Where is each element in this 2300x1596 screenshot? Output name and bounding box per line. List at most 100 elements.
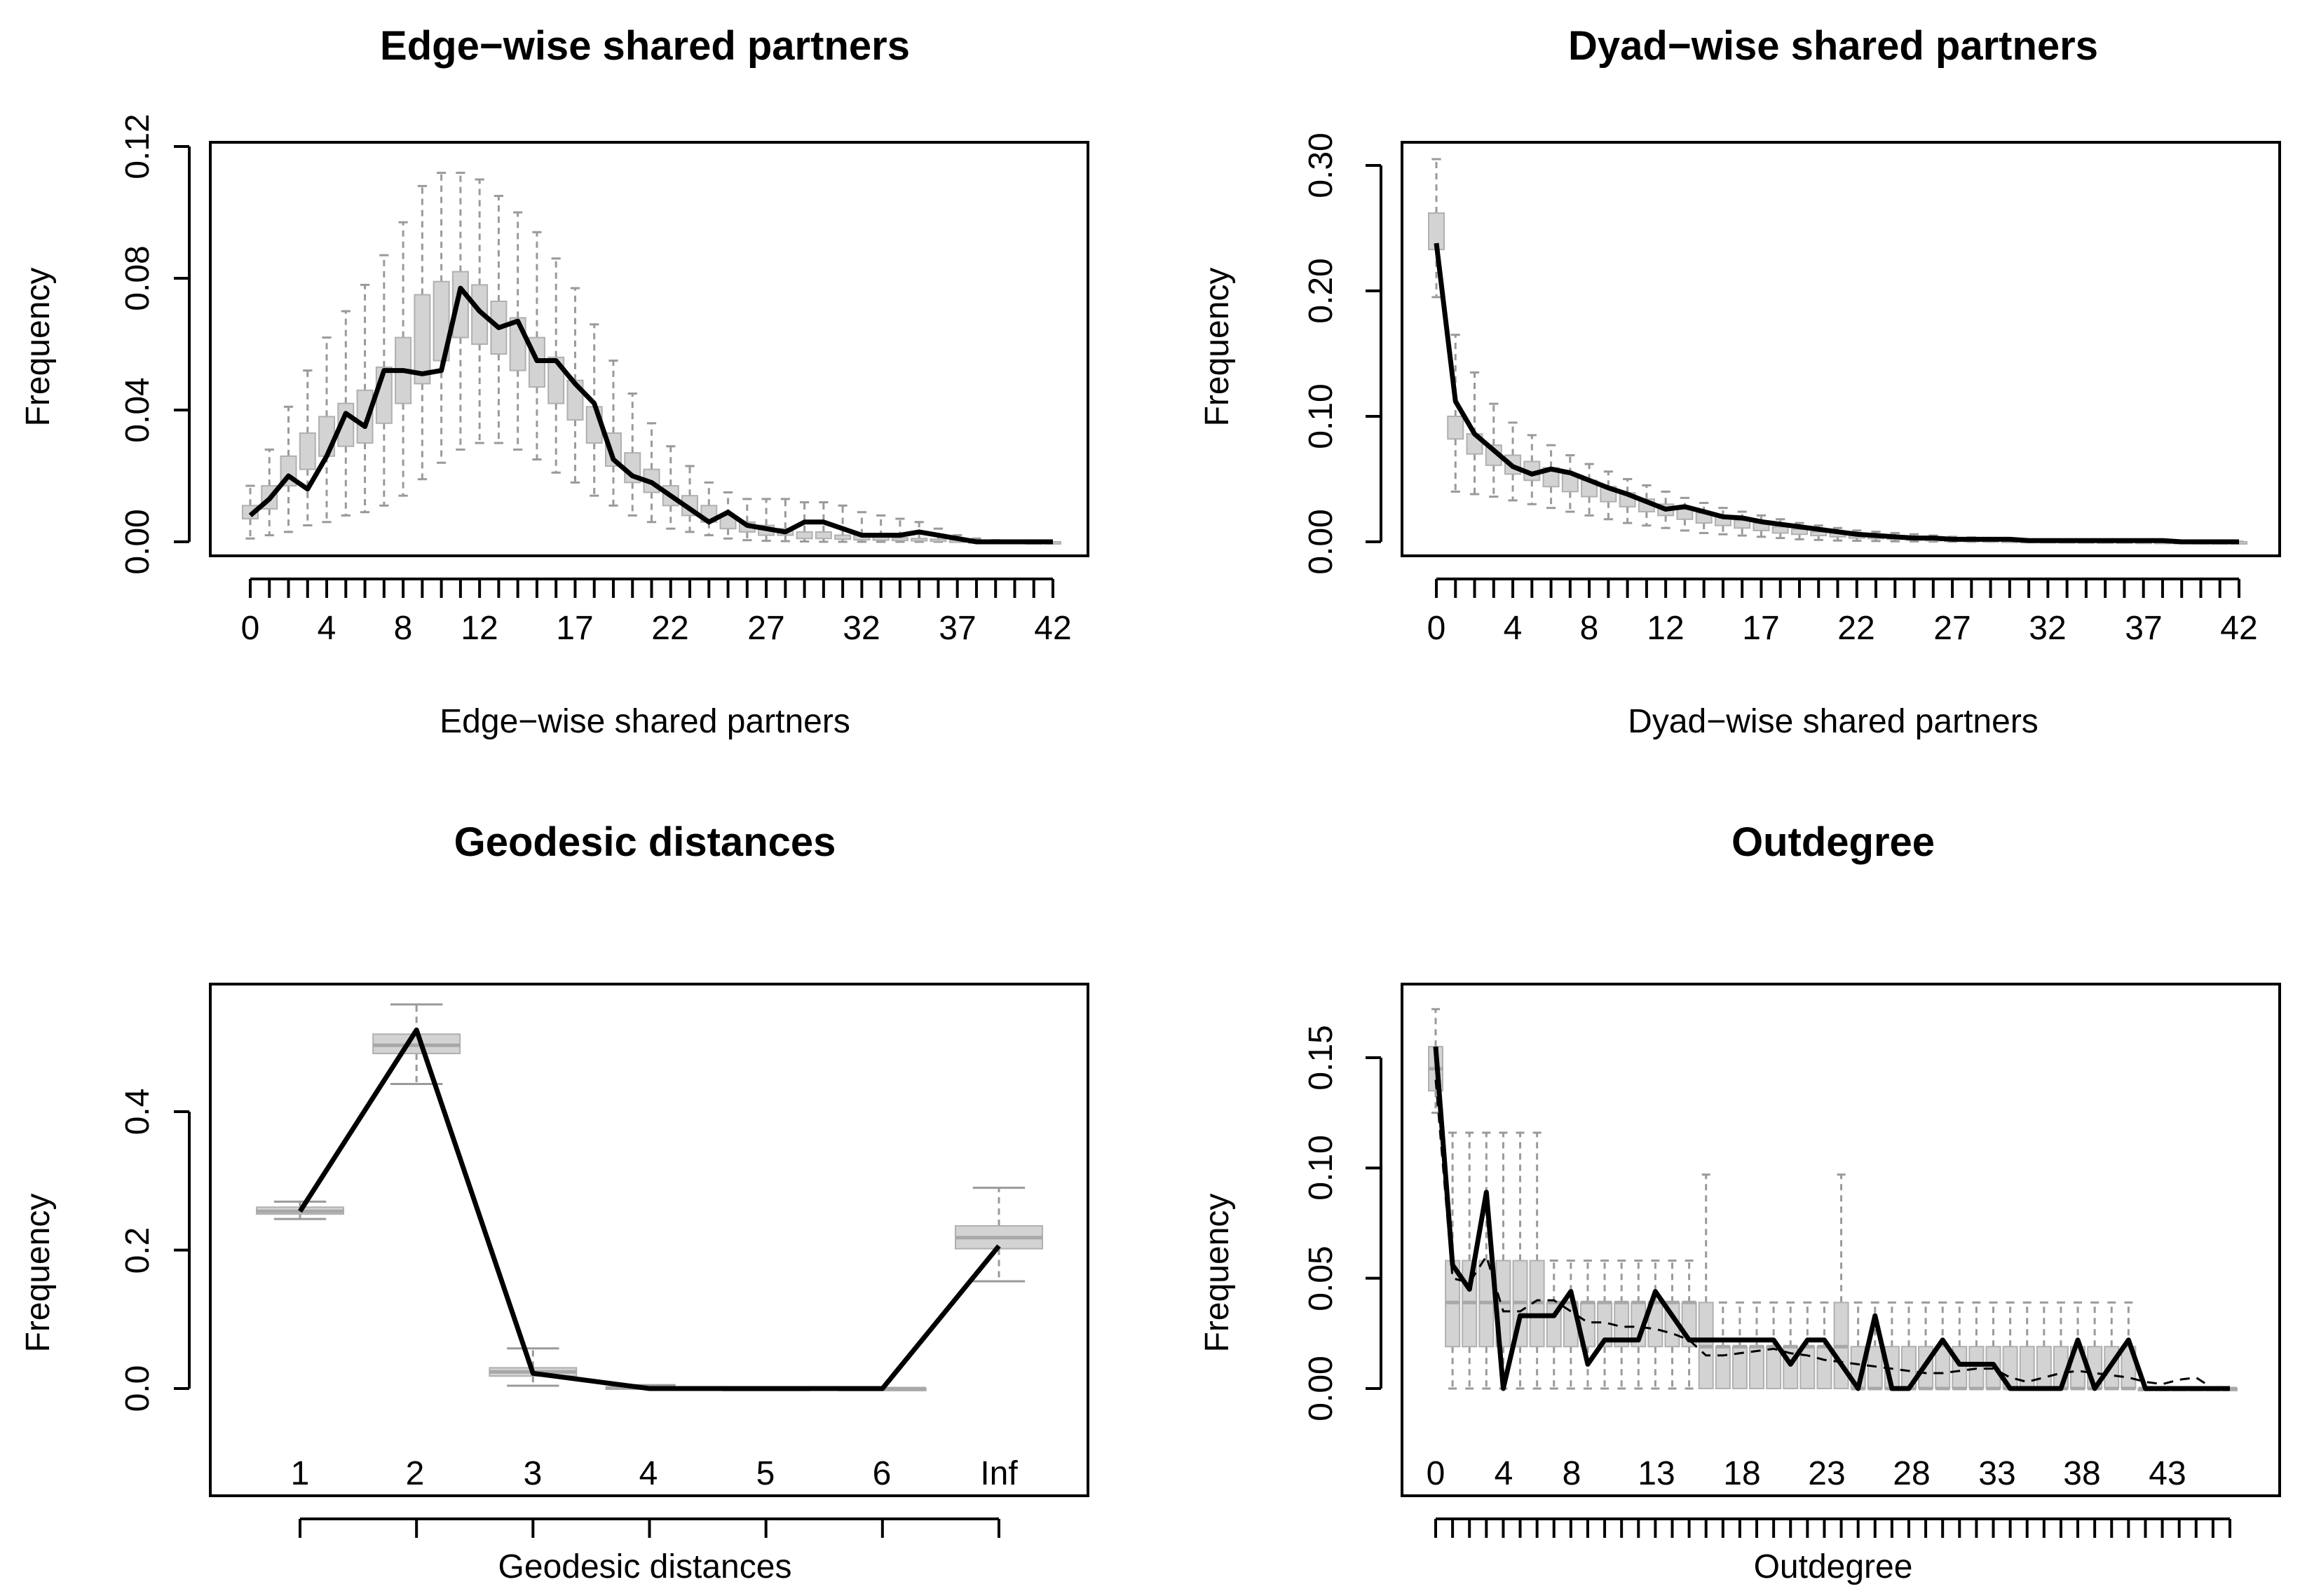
box	[356, 389, 374, 444]
x-axis-label: Outdegree	[1754, 1548, 1913, 1585]
box	[2036, 1346, 2052, 1389]
chart-panel-edgewise: Edge−wise shared partners Edge−wise shar…	[0, 0, 1150, 800]
chart-panel-outdegree: Outdegree Outdegree Frequency 0.00 0.05 …	[1150, 796, 2299, 1596]
x-tick-label: 42	[2220, 610, 2257, 647]
dyadwise-chart: Dyad−wise shared partners Dyad−wise shar…	[1199, 23, 2281, 740]
x-tick-label: 43	[2149, 1455, 2186, 1492]
x-tick-label: 5	[756, 1455, 775, 1492]
box	[1447, 416, 1464, 440]
x-tick-label: 6	[873, 1455, 892, 1492]
chart-panel-geodesic: Geodesic distances Geodesic distances Fr…	[0, 796, 1150, 1596]
x-tick-label: 38	[2063, 1455, 2100, 1492]
y-tick-label: 0.20	[1302, 258, 1340, 323]
box	[891, 537, 909, 542]
chart-title: Dyad−wise shared partners	[1568, 23, 2098, 69]
x-tick-label: 0	[1427, 610, 1446, 647]
x-axis-label: Geodesic distances	[498, 1548, 792, 1585]
box	[1867, 1346, 1883, 1389]
chart-marks	[174, 145, 1061, 598]
box	[1790, 528, 1808, 536]
y-axis-label: Frequency	[1199, 1194, 1236, 1353]
plot-frame	[1401, 983, 2281, 1497]
box	[1749, 1346, 1765, 1389]
x-tick-label: 8	[394, 610, 413, 647]
x-tick-label: 22	[651, 610, 688, 647]
box	[1952, 1346, 1968, 1389]
x-tick-label: 0	[1427, 1455, 1445, 1492]
chart-title: Outdegree	[1731, 819, 1935, 865]
box	[451, 271, 469, 339]
y-tick-label: 0.12	[119, 114, 156, 179]
x-tick-label: 4	[639, 1455, 658, 1492]
y-tick-label: 0.0	[119, 1365, 156, 1412]
chart-marks	[174, 1003, 1043, 1538]
x-tick-label: 28	[1893, 1455, 1930, 1492]
x-axis-label: Edge−wise shared partners	[440, 703, 850, 740]
geodesic-chart: Geodesic distances Geodesic distances Fr…	[20, 819, 1089, 1585]
box	[1968, 1346, 1985, 1389]
x-tick-label: 33	[1978, 1455, 2015, 1492]
observed-line	[248, 285, 1053, 545]
box	[1799, 1346, 1816, 1389]
box	[1810, 531, 1828, 537]
x-tick-label: 17	[556, 610, 593, 647]
x-tick-label: 42	[1034, 610, 1071, 647]
x-tick-label: Inf	[980, 1455, 1018, 1492]
observed-line	[1434, 243, 2239, 545]
x-tick-label: 27	[1933, 610, 1971, 647]
y-tick-label: 0.04	[119, 377, 156, 442]
x-tick-label: 4	[1504, 610, 1523, 647]
box	[2019, 1346, 2035, 1389]
box	[1935, 1346, 1951, 1389]
x-tick-label: 32	[843, 610, 880, 647]
chart-title: Edge−wise shared partners	[380, 23, 910, 69]
box	[1816, 1346, 1832, 1389]
box	[1715, 1346, 1731, 1389]
x-tick-label: 4	[318, 610, 336, 647]
plot-frame	[209, 141, 1089, 557]
chart-panel-dyadwise: Dyad−wise shared partners Dyad−wise shar…	[1150, 0, 2299, 800]
y-tick-label: 0.2	[119, 1227, 156, 1274]
observed-line	[1433, 1046, 2230, 1391]
y-tick-label: 0.30	[1302, 132, 1340, 198]
x-tick-label: 3	[524, 1455, 543, 1492]
plot-frame	[209, 983, 1089, 1497]
x-tick-label: 8	[1580, 610, 1599, 647]
y-tick-label: 0.10	[1302, 383, 1340, 449]
box	[1676, 508, 1694, 520]
y-axis-label: Frequency	[20, 1194, 57, 1353]
y-axis-label: Frequency	[20, 268, 57, 427]
outdegree-chart: Outdegree Outdegree Frequency 0.00 0.05 …	[1199, 819, 2281, 1585]
x-tick-label: 32	[2029, 610, 2066, 647]
x-tick-label: 17	[1742, 610, 1779, 647]
x-tick-label: 18	[1723, 1455, 1760, 1492]
x-tick-label: 27	[747, 610, 784, 647]
y-tick-label: 0.08	[119, 245, 156, 311]
box	[414, 294, 431, 385]
box	[242, 505, 259, 520]
y-tick-label: 0.10	[1302, 1135, 1340, 1200]
box	[834, 534, 852, 540]
simulated-mean-line	[1434, 1079, 2230, 1390]
box	[930, 538, 947, 543]
box	[1766, 1346, 1782, 1389]
y-tick-label: 0.15	[1302, 1025, 1340, 1090]
chart-marks	[1366, 158, 2247, 598]
chart-marks	[1366, 1008, 2238, 1538]
y-tick-label: 0.00	[1302, 509, 1340, 574]
plot-frame	[1401, 141, 2281, 557]
x-axis-label: Dyad−wise shared partners	[1628, 703, 2039, 740]
y-tick-label: 0.05	[1302, 1246, 1340, 1311]
box	[911, 538, 928, 542]
x-tick-label: 37	[2125, 610, 2162, 647]
y-tick-label: 0.00	[119, 509, 156, 574]
observed-line	[298, 1027, 1001, 1391]
x-tick-label: 8	[1563, 1455, 1581, 1492]
box	[1734, 519, 1751, 529]
x-tick-label: 13	[1638, 1455, 1675, 1492]
x-tick-label: 23	[1808, 1455, 1845, 1492]
x-tick-label: 1	[291, 1455, 310, 1492]
x-tick-label: 22	[1837, 610, 1874, 647]
edgewise-chart: Edge−wise shared partners Edge−wise shar…	[20, 23, 1089, 740]
x-tick-label: 0	[241, 610, 260, 647]
